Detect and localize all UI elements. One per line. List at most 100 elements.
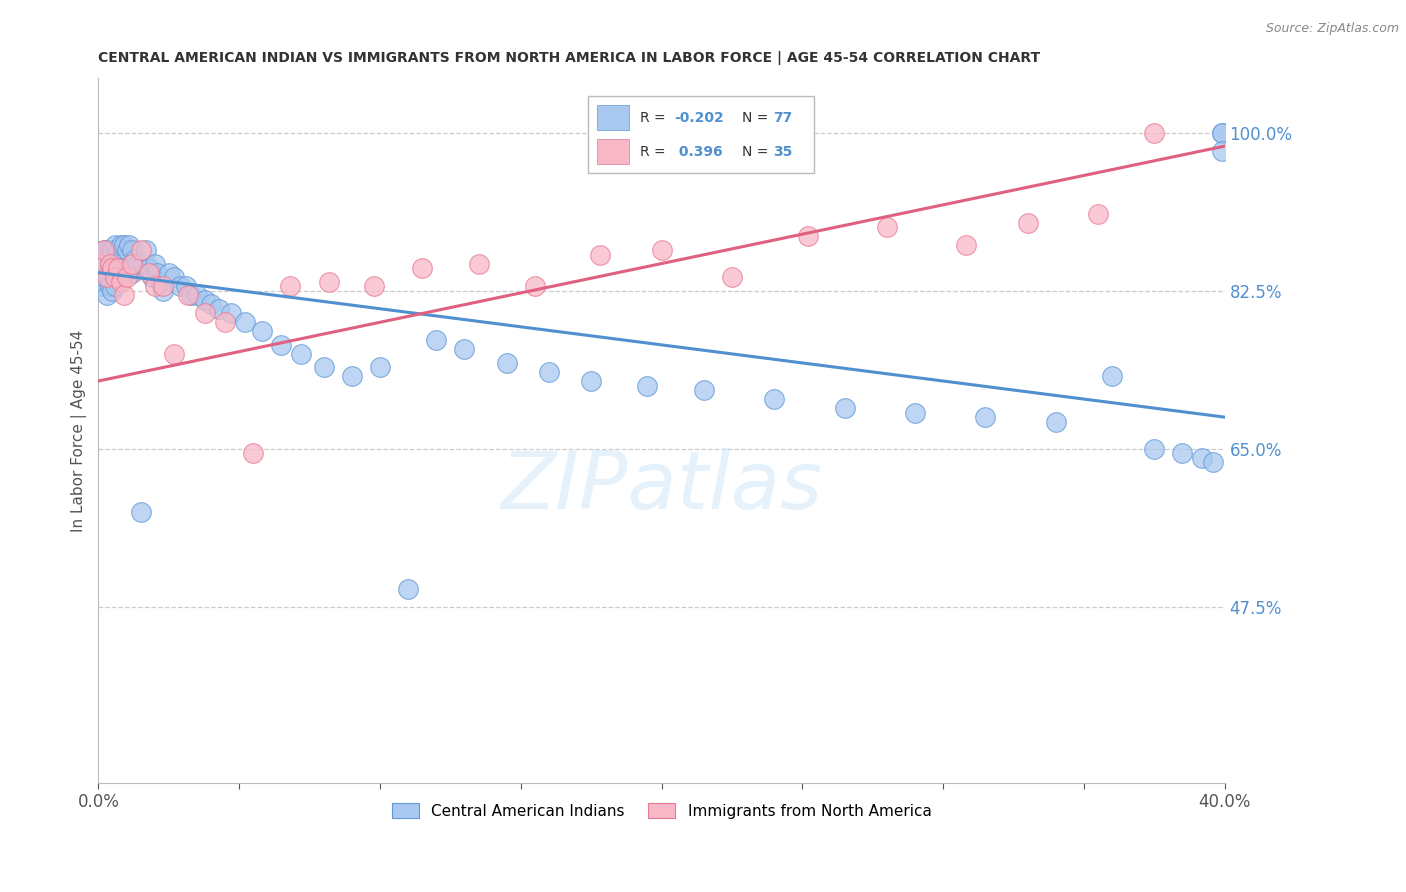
Point [1191,450,1213,465]
Point [121,266,143,280]
Point [152,284,174,298]
Text: Source: ZipAtlas.com: Source: ZipAtlas.com [1265,22,1399,36]
Point [93,243,115,257]
Point [411,261,433,276]
Point [242,446,264,460]
Point [955,238,977,252]
Point [1171,446,1194,460]
Point [129,505,152,519]
Point [763,392,786,406]
Point [90,256,112,270]
Point [219,306,242,320]
Point [112,288,135,302]
Point [1017,216,1039,230]
Point [636,378,658,392]
Text: CENTRAL AMERICAN INDIAN VS IMMIGRANTS FROM NORTH AMERICA IN LABOR FORCE | AGE 45: CENTRAL AMERICAN INDIAN VS IMMIGRANTS FR… [98,51,1040,65]
Point [152,279,174,293]
Point [250,324,273,338]
Point [453,343,475,357]
Point [129,243,152,257]
Point [107,266,129,280]
Point [290,347,312,361]
Point [115,270,138,285]
Point [174,279,197,293]
Point [270,338,292,352]
Point [157,266,180,280]
Point [1211,126,1233,140]
Point [121,256,143,270]
Point [101,243,124,257]
Point [90,279,112,293]
Point [312,360,335,375]
Point [876,220,898,235]
Point [96,270,118,285]
Point [146,266,169,280]
Point [163,270,186,285]
Point [118,261,141,276]
Point [467,256,489,270]
Point [98,256,121,270]
Point [138,261,160,276]
Point [107,243,129,257]
Point [1101,369,1123,384]
Point [110,275,132,289]
Point [104,256,127,270]
Point [588,247,610,261]
Point [104,279,127,293]
Point [96,266,118,280]
Point [138,266,160,280]
Point [523,279,546,293]
Point [141,270,163,285]
Point [1143,126,1166,140]
Point [363,279,385,293]
Legend: Central American Indians, Immigrants from North America: Central American Indians, Immigrants fro… [385,797,938,825]
Point [96,243,118,257]
Point [834,401,856,416]
Point [93,243,115,257]
Point [112,238,135,252]
Point [1045,415,1067,429]
Text: ZIPatlas: ZIPatlas [501,448,823,526]
Point [425,334,447,348]
Point [214,315,236,329]
Point [115,243,138,257]
Point [651,243,673,257]
Point [1211,144,1233,158]
Point [110,238,132,252]
Point [537,365,560,379]
Point [98,279,121,293]
Point [1202,455,1225,469]
Point [121,243,143,257]
Point [101,284,124,298]
Point [579,374,602,388]
Point [340,369,363,384]
Point [169,279,191,293]
Point [200,297,222,311]
Point [98,243,121,257]
Point [132,256,155,270]
Point [98,256,121,270]
Point [194,293,217,307]
Point [396,582,419,596]
Point [101,261,124,276]
Point [115,266,138,280]
Point [194,306,217,320]
Point [112,261,135,276]
Point [124,252,146,266]
Point [143,279,166,293]
Point [104,238,127,252]
Point [208,301,231,316]
Point [96,288,118,302]
Point [1143,442,1166,456]
Point [721,270,744,285]
Point [149,275,172,289]
Point [90,256,112,270]
Point [93,270,115,285]
Point [1211,126,1233,140]
Point [135,243,157,257]
Y-axis label: In Labor Force | Age 45-54: In Labor Force | Age 45-54 [72,329,87,532]
Point [143,256,166,270]
Point [797,229,820,244]
Point [127,256,149,270]
Point [318,275,340,289]
